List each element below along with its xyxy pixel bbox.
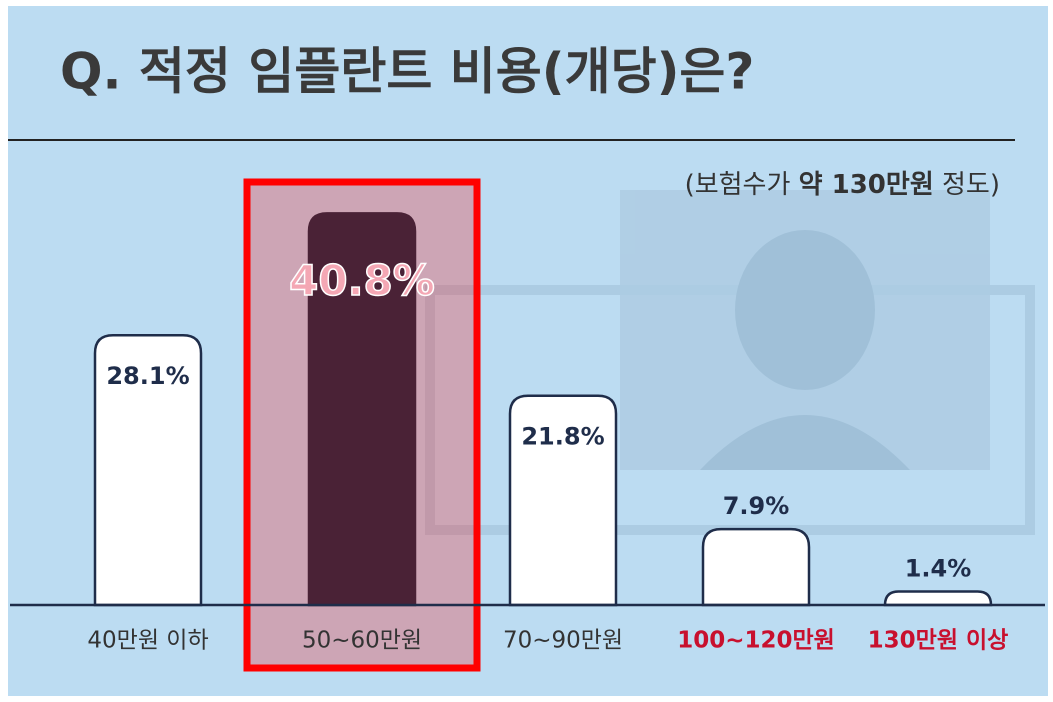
subtitle-part: 정도)	[934, 170, 1000, 200]
value-label: 21.8%	[521, 423, 604, 451]
x-tick-label: 70~90만원	[503, 628, 623, 654]
subtitle: (보험수가 약 130만원 정도)	[685, 170, 1000, 200]
value-label: 28.1%	[106, 362, 189, 390]
x-tick-label: 40만원 이하	[87, 628, 208, 654]
bar	[885, 592, 991, 605]
x-tick-label: 100~120만원	[677, 628, 835, 654]
x-tick-label: 50~60만원	[302, 628, 422, 654]
bar	[703, 529, 809, 605]
subtitle-part: 약 130만원	[799, 170, 934, 200]
value-label: 7.9%	[723, 492, 790, 520]
value-label: 1.4%	[905, 555, 972, 583]
value-label: 40.8%	[289, 256, 435, 305]
chart: Q. 적정 임플란트 비용(개당)은? (보험수가 약 130만원 정도) 28…	[0, 0, 1053, 702]
chart-title: Q. 적정 임플란트 비용(개당)은?	[60, 43, 754, 101]
x-tick-label: 130만원 이상	[868, 628, 1009, 654]
subtitle-part: (보험수가	[685, 170, 799, 200]
